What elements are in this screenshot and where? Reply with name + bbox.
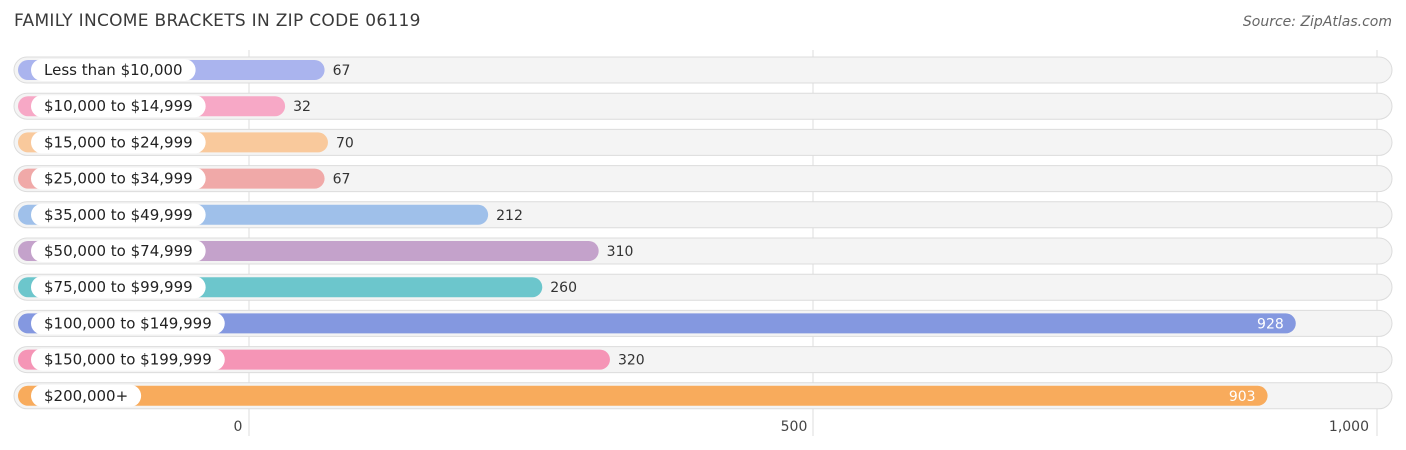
bar-track xyxy=(13,56,1393,84)
category-label: $15,000 to $24,999 xyxy=(44,133,193,151)
category-label: $200,000+ xyxy=(44,387,128,405)
bar xyxy=(18,313,1296,334)
x-tick-label: 1,000 xyxy=(1329,419,1369,435)
value-label: 67 xyxy=(333,63,351,79)
x-tick-label: 500 xyxy=(781,419,808,435)
bar-track xyxy=(13,92,1393,120)
category-label-pill xyxy=(31,348,225,371)
value-label: 70 xyxy=(336,135,354,151)
source-note: Source: ZipAtlas.com xyxy=(1242,14,1392,30)
value-label: 310 xyxy=(607,244,634,260)
category-label: $100,000 to $149,999 xyxy=(44,314,212,332)
category-label-pill xyxy=(31,276,206,299)
category-label: $150,000 to $199,999 xyxy=(44,351,212,369)
category-label: $50,000 to $74,999 xyxy=(44,242,193,260)
category-label: Less than $10,000 xyxy=(44,61,183,79)
value-label: 212 xyxy=(496,208,523,224)
bar-track xyxy=(13,165,1393,193)
category-label-pill xyxy=(31,167,206,190)
category-label: $25,000 to $34,999 xyxy=(44,170,193,188)
x-tick-label: 0 xyxy=(234,419,243,435)
category-label-pill xyxy=(31,95,206,118)
value-label: 928 xyxy=(1257,316,1284,332)
category-label-pill xyxy=(31,59,196,81)
category-label-pill xyxy=(31,131,206,154)
value-label: 32 xyxy=(293,99,311,115)
value-label: 320 xyxy=(618,353,645,369)
category-label: $75,000 to $99,999 xyxy=(44,278,193,296)
bar-track xyxy=(13,128,1393,156)
bar xyxy=(18,385,1268,406)
value-label: 903 xyxy=(1229,389,1256,405)
category-label-pill xyxy=(31,240,206,262)
category-label-pill xyxy=(31,312,225,335)
value-label: 260 xyxy=(550,280,577,296)
category-label-pill xyxy=(31,384,142,407)
category-label: $10,000 to $14,999 xyxy=(44,97,193,115)
value-label: 67 xyxy=(333,172,351,188)
category-label: $35,000 to $49,999 xyxy=(44,206,193,224)
chart-title: FAMILY INCOME BRACKETS IN ZIP CODE 06119 xyxy=(14,11,421,31)
category-label-pill xyxy=(31,203,206,226)
